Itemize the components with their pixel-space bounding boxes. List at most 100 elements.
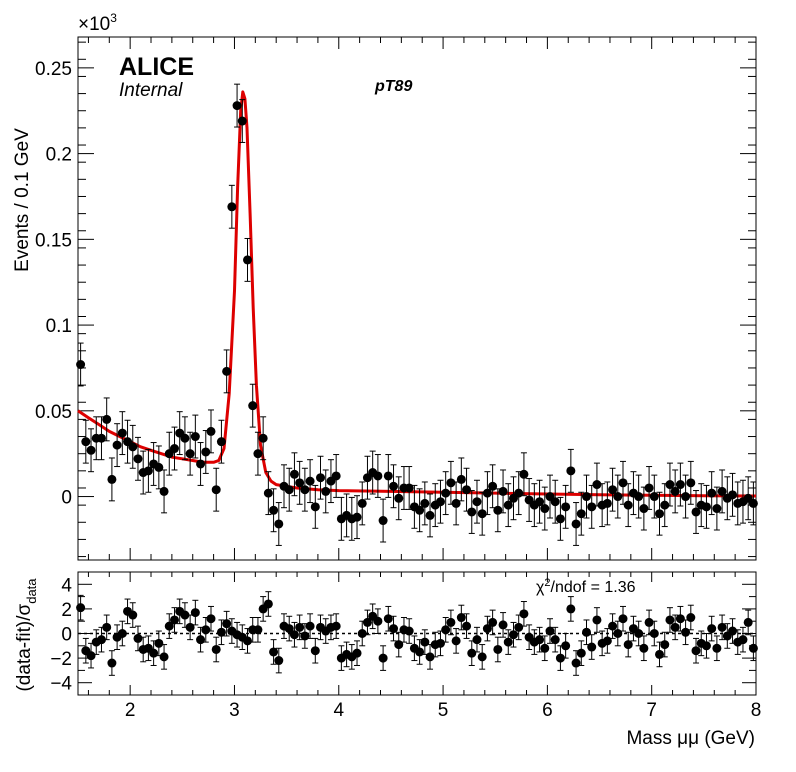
ratio-point <box>274 656 284 666</box>
ratio-point <box>389 624 399 634</box>
data-point <box>373 471 383 481</box>
y-tick-label: 0.05 <box>35 402 72 423</box>
ratio-point <box>86 651 96 661</box>
ratio-point <box>159 652 169 662</box>
data-point <box>561 502 571 512</box>
data-point <box>331 471 341 481</box>
data-point <box>237 116 247 126</box>
x-axis-title: Mass μμ (GeV) <box>626 728 755 749</box>
ratio-point <box>566 604 576 614</box>
ratio-point <box>196 635 206 645</box>
data-point <box>488 481 498 491</box>
data-point <box>383 471 393 481</box>
data-point <box>748 498 758 508</box>
data-point <box>133 454 143 464</box>
data-point <box>305 476 315 486</box>
ratio-point <box>493 644 503 654</box>
ratio-point <box>149 648 159 658</box>
ratio-point <box>665 615 675 625</box>
data-point <box>185 449 195 459</box>
data-point <box>451 498 461 508</box>
ratio-point <box>435 638 445 648</box>
data-point <box>576 509 586 519</box>
ratio-point <box>96 635 106 645</box>
x-tick-label: 5 <box>438 700 449 721</box>
ratio-point <box>576 648 586 658</box>
ratio-y-tick-label: −4 <box>50 674 72 695</box>
data-point <box>550 497 560 507</box>
ratio-point <box>154 638 164 648</box>
data-point <box>258 433 268 443</box>
experiment-label: ALICE <box>119 53 194 81</box>
ratio-point <box>222 619 232 629</box>
ratio-point <box>717 622 727 632</box>
data-point <box>196 459 206 469</box>
ratio-point <box>404 626 414 636</box>
ratio-point <box>707 624 717 634</box>
ratio-point <box>681 627 691 637</box>
main-plot-frame <box>77 36 757 561</box>
ratio-point <box>634 629 644 638</box>
data-point <box>467 507 477 517</box>
data-point <box>269 505 279 515</box>
data-point <box>243 255 252 265</box>
ratio-point <box>675 614 685 624</box>
ratio-point <box>456 613 466 623</box>
y-axis-title-ratio: (data-fit)/σdata <box>14 578 39 692</box>
data-point <box>592 480 602 490</box>
ratio-point <box>420 637 430 647</box>
ratio-point <box>738 635 748 645</box>
data-point <box>295 478 305 488</box>
data-point <box>462 485 472 495</box>
data-point <box>503 500 513 510</box>
ratio-point <box>133 633 143 643</box>
data-point <box>649 492 659 502</box>
data-point <box>472 497 482 507</box>
data-point <box>623 500 633 510</box>
ratio-point <box>269 647 279 657</box>
data-point <box>180 433 190 443</box>
ratio-point <box>660 640 670 650</box>
x-tick-label: 7 <box>646 700 657 721</box>
data-point <box>232 101 242 111</box>
ratio-point <box>362 617 372 627</box>
ratio-point <box>305 621 315 631</box>
ratio-point <box>289 630 299 640</box>
data-point <box>717 486 727 496</box>
data-point <box>420 498 430 508</box>
data-point <box>389 481 399 491</box>
data-point <box>310 502 320 512</box>
data-point <box>289 469 299 479</box>
data-point <box>263 488 273 498</box>
ratio-point <box>498 620 508 630</box>
ratio-point <box>425 652 435 662</box>
data-point <box>712 504 722 514</box>
data-point <box>608 485 618 495</box>
data-point <box>253 449 263 459</box>
data-point <box>493 505 503 515</box>
ratio-point <box>748 643 758 653</box>
ratio-point <box>352 648 362 658</box>
data-point <box>394 493 404 503</box>
ratio-point <box>263 599 273 609</box>
data-point <box>571 519 581 529</box>
ratio-point <box>686 613 696 623</box>
ratio-point <box>508 630 518 640</box>
ratio-point <box>128 610 138 620</box>
data-point <box>477 509 487 519</box>
status-label: Internal <box>119 80 183 101</box>
data-point <box>227 202 237 212</box>
data-point <box>86 445 96 455</box>
ratio-point <box>519 609 529 619</box>
data-point <box>519 469 529 479</box>
data-point <box>274 519 284 529</box>
data-point <box>415 505 425 515</box>
chi2-ndof-label: χ2/ndof = 1.36 <box>536 577 636 596</box>
data-point <box>441 488 451 498</box>
data-point <box>514 488 524 498</box>
ratio-point <box>550 635 560 645</box>
ratio-point <box>415 647 425 657</box>
data-point <box>159 486 169 496</box>
